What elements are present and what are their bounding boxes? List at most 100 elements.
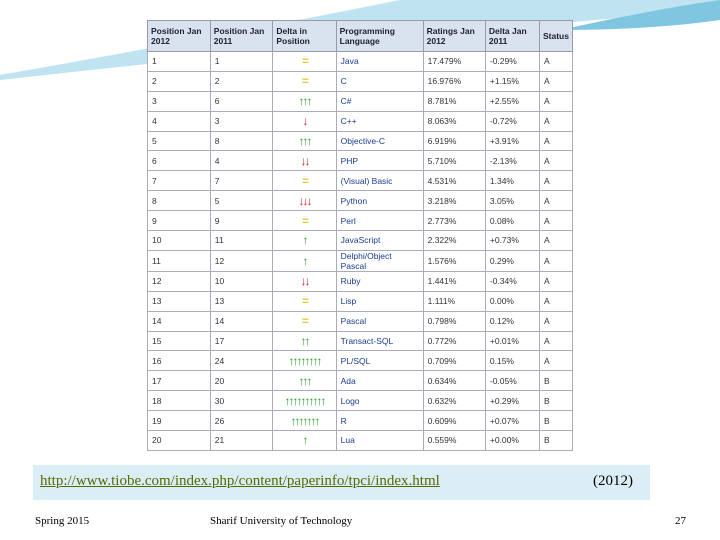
table-cell: = — [272, 51, 337, 72]
table-cell: 9 — [209, 210, 274, 232]
table-cell: 0.772% — [422, 330, 486, 352]
table-cell: B — [538, 390, 574, 412]
table-cell: A — [538, 150, 574, 172]
table-cell: 0.609% — [422, 410, 486, 432]
table-cell: 0.559% — [422, 430, 486, 451]
table-cell: = — [272, 70, 337, 92]
table-cell: +0.29% — [484, 390, 540, 412]
table-cell: ↑↑ — [272, 330, 337, 352]
column-header: Position Jan 2012 — [147, 20, 211, 52]
table-cell: +3.91% — [484, 130, 540, 152]
table-row: 13 13 = Lisp 1.111% 0.00% A — [147, 290, 574, 312]
column-header: Programming Language — [335, 20, 424, 52]
table-cell: -0.05% — [484, 370, 540, 392]
table-row: 12 10 ↓↓ Ruby 1.441% -0.34% A — [147, 270, 574, 292]
table-row: 6 4 ↓↓ PHP 5.710% -2.13% A — [147, 150, 574, 172]
table-cell: 4 — [147, 110, 211, 132]
table-row: 2 2 = C 16.976% +1.15% A — [147, 70, 574, 92]
table-cell: C — [335, 70, 424, 92]
table-cell: A — [538, 310, 574, 332]
table-row: 1 1 = Java 17.479% -0.29% A — [147, 51, 574, 72]
table-cell: 1.576% — [422, 249, 486, 272]
year: (2012) — [593, 473, 633, 489]
table-row: 10 11 ↑ JavaScript 2.322% +0.73% A — [147, 230, 574, 251]
table-cell: ↑ — [272, 230, 337, 251]
table-cell: 17 — [147, 370, 211, 392]
table-cell: 24 — [209, 350, 274, 372]
table-cell: 8 — [209, 130, 274, 152]
table-cell: 0.12% — [484, 310, 540, 332]
table-cell: = — [272, 170, 337, 192]
table-cell: 19 — [147, 410, 211, 432]
table-cell: Ruby — [335, 270, 424, 292]
table-cell: ↑↑↑↑↑↑↑ — [272, 410, 337, 432]
table-cell: A — [538, 110, 574, 132]
table-cell: Logo — [335, 390, 424, 412]
table-cell: R — [335, 410, 424, 432]
table-cell: ↓↓↓ — [272, 190, 337, 212]
table-cell: 21 — [209, 430, 274, 451]
table-cell: 7 — [147, 170, 211, 192]
table-cell: PHP — [335, 150, 424, 172]
table-cell: (Visual) Basic — [335, 170, 424, 192]
table-cell: ↑ — [272, 249, 337, 272]
table-cell: A — [538, 249, 574, 272]
column-header: Delta in Position — [272, 20, 337, 52]
table-cell: Python — [335, 190, 424, 212]
table-cell: ↓↓ — [272, 150, 337, 172]
table-cell: ↑ — [272, 430, 337, 451]
table-cell: 0.634% — [422, 370, 486, 392]
table-cell: A — [538, 230, 574, 251]
table-cell: 16 — [147, 350, 211, 372]
table-row: 4 3 ↓ C++ 8.063% -0.72% A — [147, 110, 574, 132]
table-cell: 1.111% — [422, 290, 486, 312]
table-cell: 0.632% — [422, 390, 486, 412]
table-cell: 7 — [209, 170, 274, 192]
table-cell: 5.710% — [422, 150, 486, 172]
table-cell: A — [538, 270, 574, 292]
table-cell: 2.773% — [422, 210, 486, 232]
table-cell: +1.15% — [484, 70, 540, 92]
table-cell: 1 — [209, 51, 274, 72]
table-cell: 0.08% — [484, 210, 540, 232]
table-cell: 0.29% — [484, 249, 540, 272]
table-cell: 16.976% — [422, 70, 486, 92]
table-cell: 2 — [209, 70, 274, 92]
table-cell: Transact-SQL — [335, 330, 424, 352]
table-cell: 13 — [209, 290, 274, 312]
table-cell: -0.29% — [484, 51, 540, 72]
table-cell: 3.05% — [484, 190, 540, 212]
page-number: 27 — [675, 515, 686, 527]
link[interactable]: http://www.tiobe.com/index.php/content/p… — [40, 473, 440, 489]
table-cell: 8 — [147, 190, 211, 212]
table-cell: 11 — [209, 230, 274, 251]
table-cell: 8.063% — [422, 110, 486, 132]
table-row: 20 21 ↑ Lua 0.559% +0.00% B — [147, 430, 574, 451]
table-row: 5 8 ↑↑↑ Objective-C 6.919% +3.91% A — [147, 130, 574, 152]
table-cell: Pascal — [335, 310, 424, 332]
table-cell: 0.709% — [422, 350, 486, 372]
table-cell: 11 — [147, 249, 211, 272]
table-cell: 14 — [147, 310, 211, 332]
table-cell: 1 — [147, 51, 211, 72]
table-row: 3 6 ↑↑↑ C# 8.781% +2.55% A — [147, 90, 574, 112]
table-cell: Java — [335, 51, 424, 72]
table-cell: = — [272, 290, 337, 312]
table-cell: Ada — [335, 370, 424, 392]
table-cell: 6 — [209, 90, 274, 112]
footer-left: Spring 2015 — [35, 515, 90, 527]
table-cell: ↑↑↑ — [272, 90, 337, 112]
table-row: 8 5 ↓↓↓ Python 3.218% 3.05% A — [147, 190, 574, 212]
table-cell: +0.00% — [484, 430, 540, 451]
table-cell: -2.13% — [484, 150, 540, 172]
table-cell: B — [538, 410, 574, 432]
table-cell: 3 — [147, 90, 211, 112]
table-cell: = — [272, 310, 337, 332]
tiobe-table: Position Jan 2012 Position Jan 2011 Delta … — [147, 20, 574, 451]
table-cell: 6.919% — [422, 130, 486, 152]
table-cell: Lisp — [335, 290, 424, 312]
column-header: Delta Jan 2011 — [484, 20, 540, 52]
table-cell: A — [538, 330, 574, 352]
table-cell: 5 — [147, 130, 211, 152]
table-cell: A — [538, 190, 574, 212]
